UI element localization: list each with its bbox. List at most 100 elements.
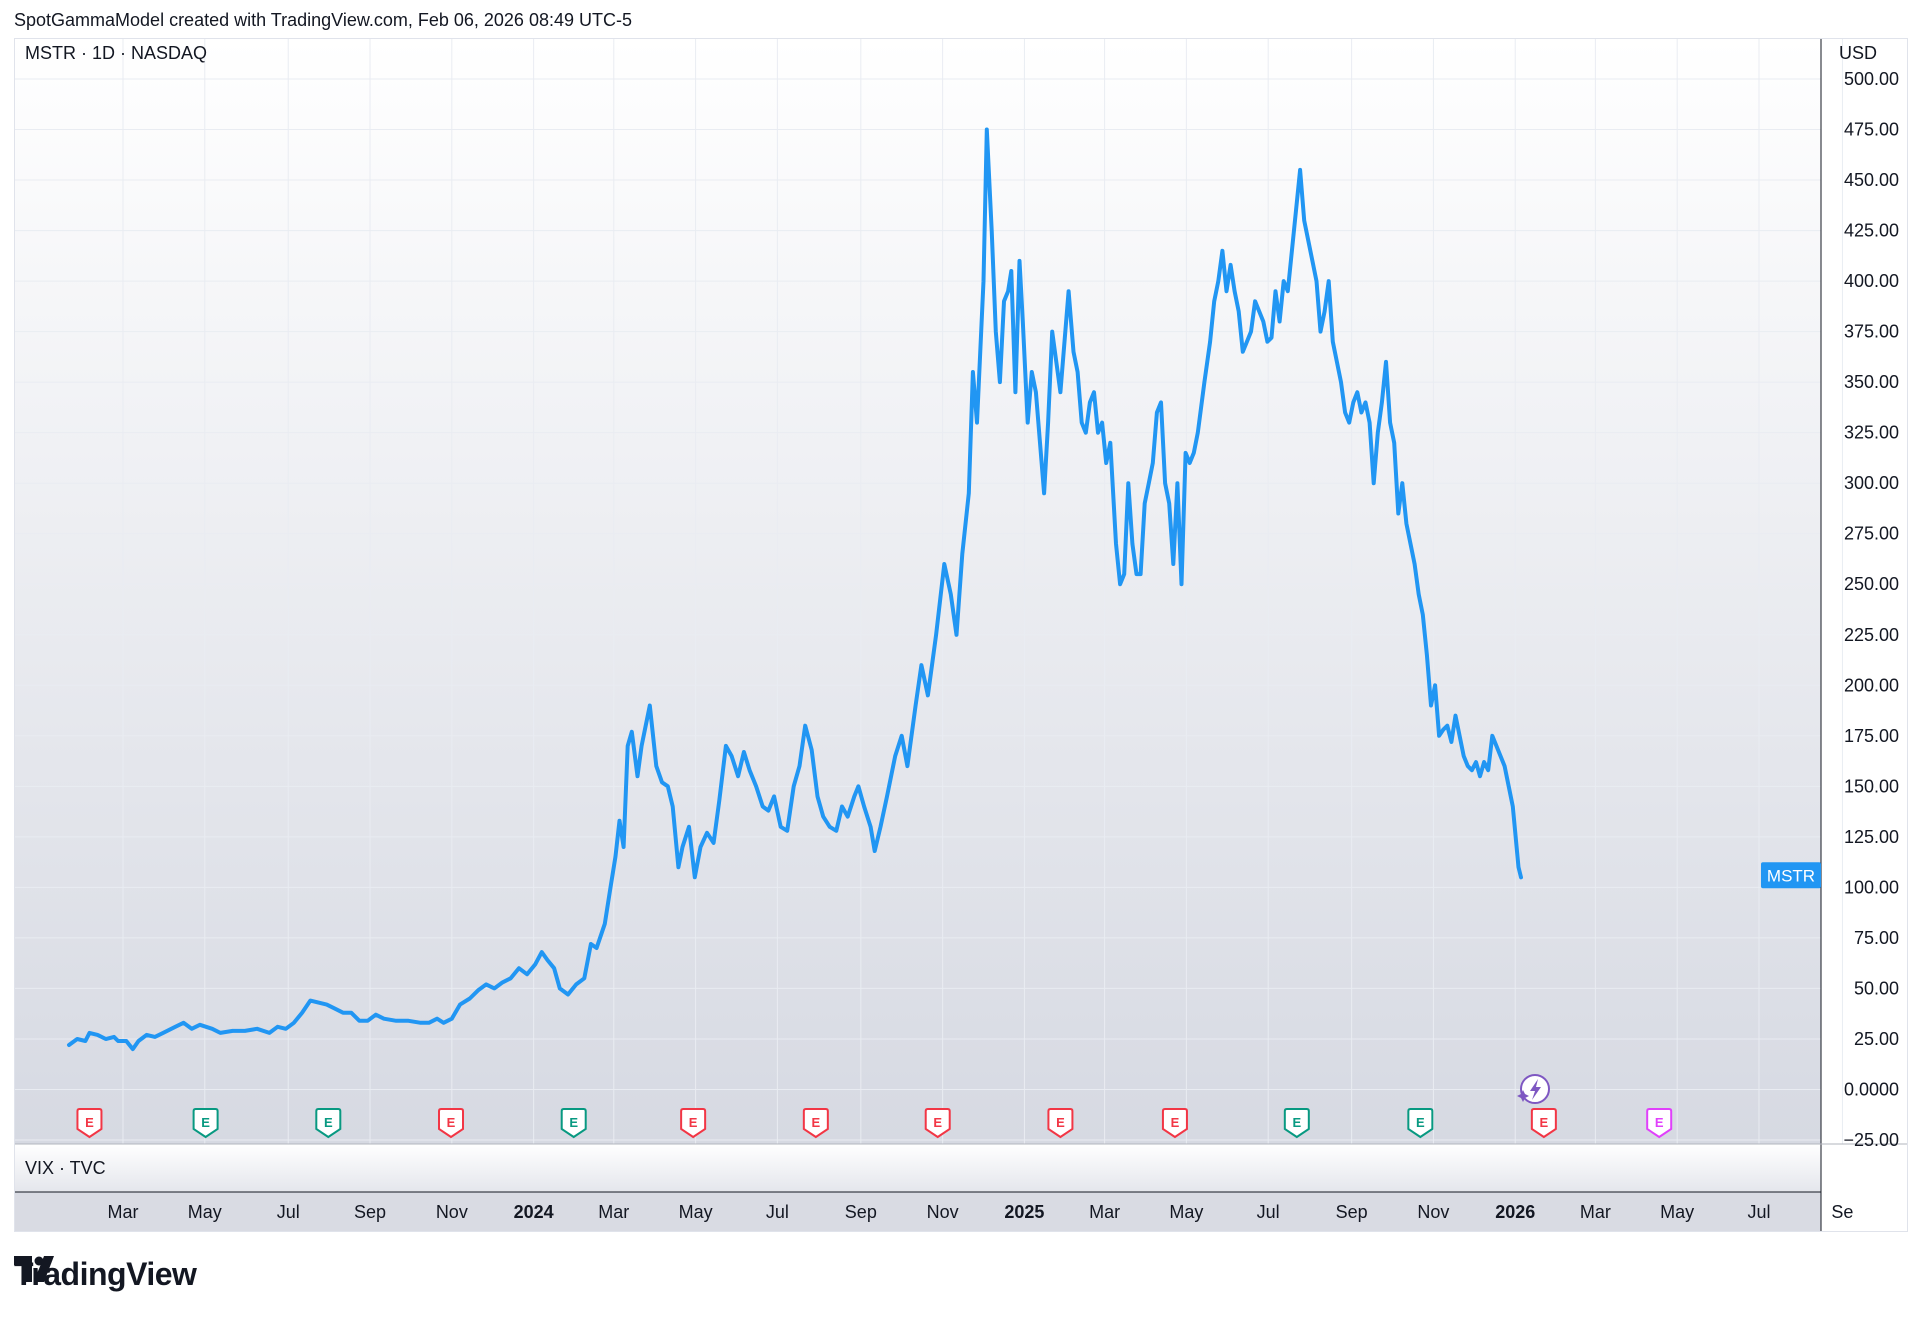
time-scale-tick: Jul bbox=[277, 1202, 300, 1222]
price-scale-tick: 0.0000 bbox=[1844, 1079, 1899, 1099]
price-scale-tick: 425.00 bbox=[1844, 221, 1899, 241]
earnings-marker[interactable]: E bbox=[1530, 1108, 1557, 1139]
price-scale-tick: 225.00 bbox=[1844, 625, 1899, 645]
earnings-marker-label: E bbox=[1540, 1115, 1549, 1130]
time-scale-tick: Jul bbox=[1257, 1202, 1280, 1222]
earnings-marker-shape bbox=[802, 1108, 829, 1139]
price-scale-tick: 350.00 bbox=[1844, 372, 1899, 392]
earnings-marker[interactable]: E bbox=[438, 1108, 465, 1139]
earnings-marker[interactable]: E bbox=[680, 1108, 707, 1139]
earnings-marker-shape bbox=[1407, 1108, 1434, 1139]
earnings-marker-shape bbox=[1283, 1108, 1310, 1139]
earnings-marker[interactable]: E bbox=[802, 1108, 829, 1139]
time-scale[interactable]: Mar May Jul Sep Nov 2024 Mar May Jul Sep Nov 2025 Ma… bbox=[107, 1202, 1853, 1222]
x-axis-background[interactable] bbox=[15, 1192, 1821, 1231]
last-price-tag[interactable]: MSTR bbox=[1761, 862, 1821, 889]
time-scale-tick: Sep bbox=[1336, 1202, 1368, 1222]
last-price-tag-label: MSTR bbox=[1767, 866, 1815, 885]
main-pane-background bbox=[15, 39, 1821, 1144]
time-scale-tick: May bbox=[1169, 1202, 1203, 1222]
line-layer bbox=[67, 127, 1523, 1052]
earnings-marker[interactable]: E bbox=[1161, 1108, 1188, 1139]
price-scale-background[interactable] bbox=[1821, 39, 1907, 1231]
price-scale-tick: 275.00 bbox=[1844, 524, 1899, 544]
time-scale-tick: May bbox=[188, 1202, 222, 1222]
price-scale-tick: 375.00 bbox=[1844, 322, 1899, 342]
sparkle-icon bbox=[1517, 1090, 1529, 1102]
time-scale-tick: Mar bbox=[1580, 1202, 1611, 1222]
earnings-marker-label: E bbox=[811, 1115, 820, 1130]
price-scale-tick: 450.00 bbox=[1844, 170, 1899, 190]
chart-attribution-header: SpotGammaModel created with TradingView.… bbox=[14, 10, 632, 30]
earnings-marker[interactable]: E bbox=[1646, 1108, 1673, 1139]
earnings-marker-label: E bbox=[201, 1115, 210, 1130]
time-scale-tick: May bbox=[1660, 1202, 1694, 1222]
time-scale-tick: 2026 bbox=[1495, 1202, 1535, 1222]
price-scale-tick: 500.00 bbox=[1844, 69, 1899, 89]
earnings-marker[interactable]: E bbox=[315, 1108, 342, 1139]
earnings-marker[interactable]: E bbox=[560, 1108, 587, 1139]
earnings-marker-shape bbox=[1530, 1108, 1557, 1139]
price-line bbox=[67, 127, 1523, 1052]
tradingview-logo-icon bbox=[14, 1256, 54, 1282]
time-scale-tick: May bbox=[679, 1202, 713, 1222]
price-scale-tick: 325.00 bbox=[1844, 423, 1899, 443]
earnings-marker-shape bbox=[76, 1108, 103, 1139]
time-scale-tick: Nov bbox=[927, 1202, 959, 1222]
earnings-marker-label: E bbox=[1056, 1115, 1065, 1130]
sub-pane-symbol-label[interactable]: VIX · TVC bbox=[25, 1158, 106, 1178]
price-scale-tick: 200.00 bbox=[1844, 675, 1899, 695]
earnings-marker-shape bbox=[924, 1108, 951, 1139]
time-scale-tick: Mar bbox=[598, 1202, 629, 1222]
chart-frame[interactable]: E E E E E E E E E E E E E E 500.00 475.00 450.00 425.00 4… bbox=[14, 38, 1908, 1232]
lightning-icon bbox=[1530, 1079, 1541, 1100]
time-scale-tick: Sep bbox=[845, 1202, 877, 1222]
price-chart[interactable]: E E E E E E E E E E E E E E 500.00 475.00 450.00 425.00 4… bbox=[15, 39, 1907, 1231]
earnings-marker-shape bbox=[1646, 1108, 1673, 1139]
earnings-marker-label: E bbox=[85, 1115, 94, 1130]
price-scale-tick: 25.00 bbox=[1854, 1029, 1899, 1049]
price-scale-tick: 100.00 bbox=[1844, 877, 1899, 897]
earnings-marker-label: E bbox=[689, 1115, 698, 1130]
earnings-marker[interactable]: E bbox=[924, 1108, 951, 1139]
last-price-tag-box bbox=[1761, 862, 1821, 889]
time-scale-tick: Mar bbox=[107, 1202, 138, 1222]
price-scale-tick: 400.00 bbox=[1844, 271, 1899, 291]
price-scale-tick: 175.00 bbox=[1844, 726, 1899, 746]
earnings-marker[interactable]: E bbox=[192, 1108, 219, 1139]
earnings-marker-shape bbox=[438, 1108, 465, 1139]
time-scale-tick: Nov bbox=[1417, 1202, 1449, 1222]
earnings-marker-label: E bbox=[447, 1115, 456, 1130]
time-scale-tick: 2024 bbox=[514, 1202, 554, 1222]
earnings-marker[interactable]: E bbox=[76, 1108, 103, 1139]
currency-label[interactable]: USD bbox=[1839, 43, 1877, 63]
earnings-marker-label: E bbox=[1416, 1115, 1425, 1130]
ai-insight-badge[interactable] bbox=[1517, 1074, 1550, 1104]
earnings-marker-shape bbox=[192, 1108, 219, 1139]
earnings-marker[interactable]: E bbox=[1047, 1108, 1074, 1139]
time-scale-tick: Sep bbox=[354, 1202, 386, 1222]
sub-pane-background bbox=[15, 1144, 1821, 1192]
earnings-marker-label: E bbox=[1655, 1115, 1664, 1130]
tradingview-logo[interactable]: TradingView bbox=[14, 1256, 197, 1293]
grid-layer bbox=[15, 39, 1843, 1144]
time-scale-tick: Se bbox=[1831, 1202, 1853, 1222]
price-scale-tick: 125.00 bbox=[1844, 827, 1899, 847]
earnings-marker-shape bbox=[1161, 1108, 1188, 1139]
earnings-marker[interactable]: E bbox=[1407, 1108, 1434, 1139]
main-pane-symbol-label[interactable]: MSTR · 1D · NASDAQ bbox=[25, 43, 207, 63]
earnings-marker-shape bbox=[560, 1108, 587, 1139]
time-scale-tick: Mar bbox=[1089, 1202, 1120, 1222]
earnings-marker[interactable]: E bbox=[1283, 1108, 1310, 1139]
earnings-marker-shape bbox=[1047, 1108, 1074, 1139]
price-scale-tick: 50.00 bbox=[1854, 978, 1899, 998]
time-scale-tick: Jul bbox=[1747, 1202, 1770, 1222]
price-scale-tick: 250.00 bbox=[1844, 574, 1899, 594]
price-scale-tick: 475.00 bbox=[1844, 120, 1899, 140]
price-scale[interactable]: 500.00 475.00 450.00 425.00 400.00 375.00 350.… bbox=[1843, 69, 1899, 1150]
earnings-marker-label: E bbox=[1292, 1115, 1301, 1130]
time-scale-tick: 2025 bbox=[1004, 1202, 1044, 1222]
earnings-marker-label: E bbox=[1171, 1115, 1180, 1130]
earnings-marker-label: E bbox=[933, 1115, 942, 1130]
